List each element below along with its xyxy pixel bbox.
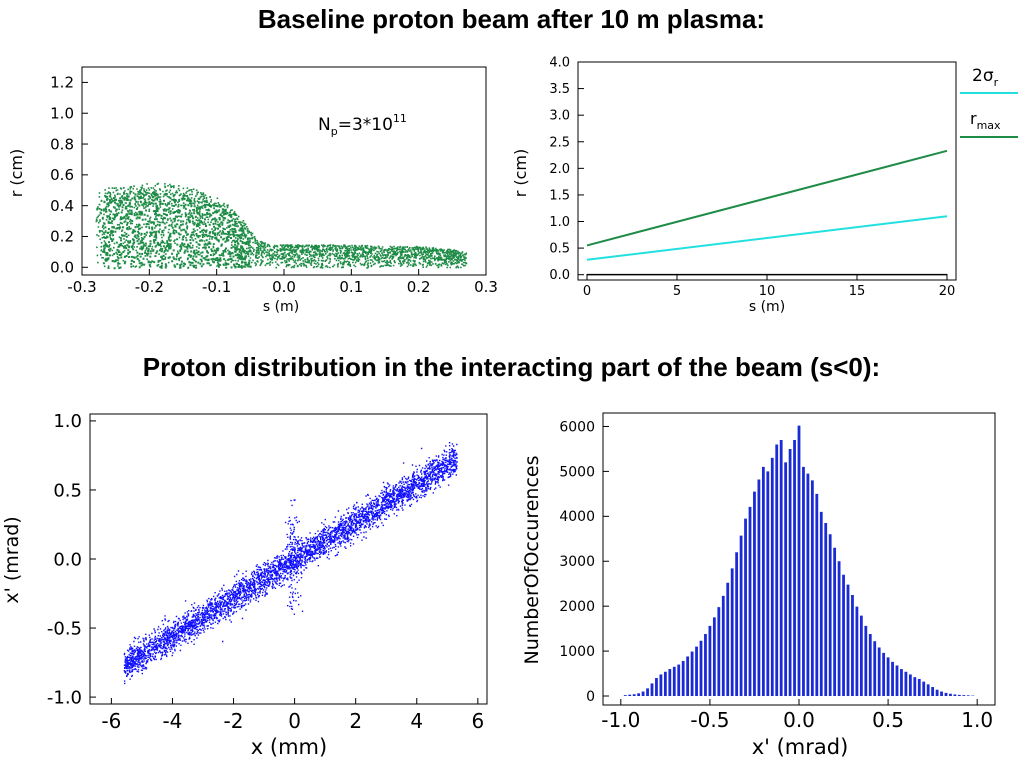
radius-vs-s-y-ticks: 0.0 0.5 1.0 1.5 2.0 2.5 3.0 3.5 4.0 — [549, 56, 584, 283]
series-line-rmax — [586, 149, 948, 247]
x-tick-label: -6 — [101, 709, 121, 733]
x-tick-label: 0.1 — [339, 278, 363, 296]
legend-label-2sigma: 2σr — [972, 66, 999, 89]
y-tick-label: 0.0 — [53, 549, 82, 570]
y-tick-label: 4000 — [559, 509, 595, 525]
r-vs-s-y-ticks: 0.0 0.2 0.4 0.6 0.8 1.0 1.2 — [50, 74, 88, 277]
x-tick-label: 0.0 — [783, 708, 815, 732]
x-tick-label: -0.3 — [67, 278, 96, 296]
proton-scatter-points — [95, 182, 468, 270]
chart-radius-vs-s: 0 5 10 15 20 0.0 0.5 1.0 1.5 2.0 2.5 3.0 3.5 4.0 s (… — [511, 56, 1018, 315]
y-tick-label: 0.5 — [549, 242, 570, 257]
y-tick-label: 3.0 — [549, 109, 570, 124]
series-line-2sigma — [586, 215, 948, 261]
chart-xprime-vs-x: -6 -4 -2 0 2 4 6 -1.0 -0.5 0.0 0.5 1.0 x (mm) x' (… — [1, 411, 488, 759]
particle-count-annotation: Np=3*1011 — [318, 112, 407, 138]
x-tick-label: 6 — [471, 709, 484, 733]
r-vs-s-x-ticks: -0.3 -0.2 -0.1 0.0 0.1 0.2 0.3 — [67, 269, 498, 296]
x-tick-label: 0.3 — [474, 278, 498, 296]
chart-r-vs-s: -0.3 -0.2 -0.1 0.0 0.1 0.2 0.3 0.0 0.2 0.4 0.6 0.8… — [7, 66, 498, 315]
legend: 2σr rmax — [960, 66, 1018, 138]
y-tick-label: -0.5 — [47, 618, 82, 639]
y-tick-label: 0 — [586, 689, 595, 705]
radius-vs-s-x-label: s (m) — [749, 299, 785, 315]
y-tick-label: 0.0 — [549, 268, 570, 283]
xprime-histogram-x-ticks: -1.0 -0.5 0.0 0.5 1.0 — [601, 699, 993, 732]
y-tick-label: 0.2 — [50, 228, 74, 246]
x-tick-label: 5 — [673, 284, 681, 299]
xprime-histogram-y-ticks: 0 1000 2000 3000 4000 5000 6000 — [559, 419, 609, 705]
top-heading: Baseline proton beam after 10 m plasma: — [257, 4, 766, 34]
xprime-vs-x-y-label: x' (mrad) — [1, 516, 23, 603]
x-tick-label: -0.2 — [135, 278, 164, 296]
x-tick-label: -0.1 — [202, 278, 231, 296]
x-tick-label: 2 — [349, 709, 362, 733]
radius-vs-s-lines — [586, 149, 948, 276]
y-tick-label: 1.5 — [549, 188, 570, 203]
y-tick-label: 0.8 — [50, 135, 74, 153]
xprime-histogram-y-label: NumberOfOccurences — [521, 455, 543, 664]
x-tick-label: 0 — [583, 284, 591, 299]
x-tick-label: 1.0 — [961, 708, 993, 732]
x-tick-label: 0.2 — [407, 278, 431, 296]
y-tick-label: 2000 — [559, 599, 595, 615]
y-tick-label: 1000 — [559, 644, 595, 660]
x-tick-label: 0.0 — [272, 278, 296, 296]
r-vs-s-x-label: s (m) — [263, 299, 299, 315]
chart-xprime-histogram: -1.0 -0.5 0.0 0.5 1.0 0 1000 2000 3000 4000 5000 6… — [521, 412, 996, 759]
y-tick-label: 2.0 — [549, 162, 570, 177]
legend-label-rmax: rmax — [970, 109, 1001, 132]
y-tick-label: 1.0 — [549, 215, 570, 230]
y-tick-label: 0.4 — [50, 197, 74, 215]
xprime-vs-x-x-label: x (mm) — [251, 735, 327, 759]
y-tick-label: 0.0 — [50, 259, 74, 277]
r-vs-s-scatter-points — [95, 182, 468, 270]
xprime-vs-x-scatter-points — [123, 442, 458, 685]
y-tick-label: 1.0 — [53, 411, 82, 432]
xprime-histogram-x-label: x' (mrad) — [752, 735, 849, 759]
x-tick-label: 0.5 — [872, 708, 904, 732]
y-tick-label: 3000 — [559, 554, 595, 570]
x-tick-label: 4 — [410, 709, 423, 733]
xprime-vs-x-y-ticks: -1.0 -0.5 0.0 0.5 1.0 — [47, 411, 96, 708]
x-tick-label: 20 — [939, 284, 956, 299]
y-tick-label: 4.0 — [549, 56, 570, 71]
xprime-histogram-bars — [623, 425, 975, 697]
x-tick-label: -1.0 — [601, 708, 640, 732]
y-tick-label: 1.2 — [50, 74, 74, 92]
y-tick-label: 6000 — [559, 419, 595, 435]
y-tick-label: 2.5 — [549, 135, 570, 150]
y-tick-label: 0.5 — [53, 480, 82, 501]
x-tick-label: -4 — [162, 709, 182, 733]
y-tick-label: -1.0 — [47, 687, 82, 708]
y-tick-label: 5000 — [559, 464, 595, 480]
xprime-vs-x-x-ticks: -6 -4 -2 0 2 4 6 — [101, 698, 484, 733]
middle-heading: Proton distribution in the interacting p… — [142, 352, 881, 382]
x-tick-label: 15 — [849, 284, 866, 299]
y-tick-label: 0.6 — [50, 166, 74, 184]
radius-vs-s-x-ticks: 0 5 10 15 20 — [583, 274, 955, 299]
radius-vs-s-y-label: r (cm) — [511, 149, 530, 198]
x-tick-label: 10 — [759, 284, 776, 299]
r-vs-s-y-label: r (cm) — [7, 149, 26, 198]
y-tick-label: 1.0 — [50, 104, 74, 122]
x-tick-label: -0.5 — [690, 708, 729, 732]
y-tick-label: 3.5 — [549, 82, 570, 97]
x-tick-label: -2 — [224, 709, 244, 733]
radius-vs-s-frame — [577, 61, 957, 281]
x-tick-label: 0 — [288, 709, 301, 733]
phase-space-points — [123, 442, 458, 685]
